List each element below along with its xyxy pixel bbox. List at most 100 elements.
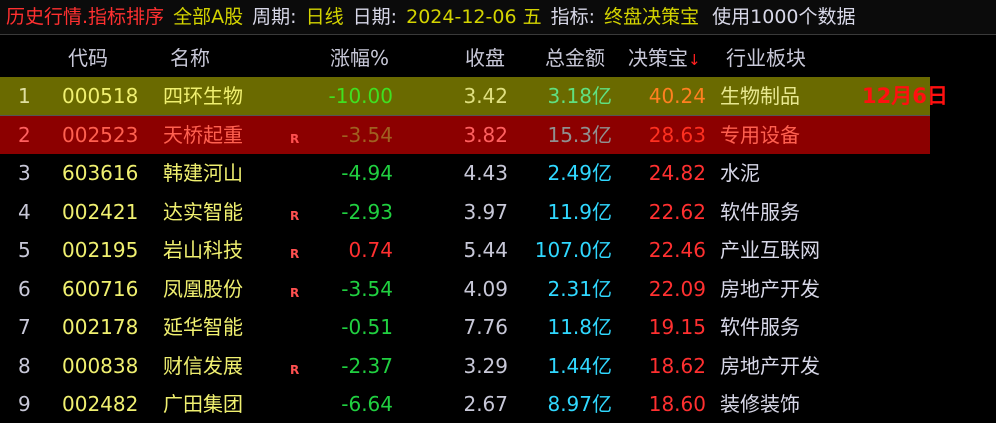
row-index: 1 <box>18 84 31 108</box>
stock-code: 000518 <box>62 84 139 108</box>
close-price: 3.42 <box>463 84 508 108</box>
col-name[interactable]: 名称 <box>170 46 210 70</box>
date-selector[interactable]: 2024-12-06 五 <box>406 6 542 28</box>
change-pct: -6.64 <box>341 392 393 416</box>
stock-code: 600716 <box>62 276 139 301</box>
decision-value: 22.62 <box>648 199 706 224</box>
indicator-selector[interactable]: 终盘决策宝 <box>604 6 700 28</box>
row-index: 7 <box>18 315 31 339</box>
col-code[interactable]: 代码 <box>68 46 108 70</box>
row-index: 6 <box>18 276 31 301</box>
close-price: 4.09 <box>463 276 508 301</box>
date-annotation: 12月6日 <box>862 84 948 108</box>
stock-name: 延华智能 <box>163 315 243 339</box>
row-index: 5 <box>18 238 31 262</box>
total-amount: 2.49亿 <box>547 161 612 185</box>
decision-value: 22.09 <box>648 276 706 301</box>
change-pct: -2.93 <box>341 199 393 224</box>
change-pct: -3.54 <box>341 122 393 147</box>
stock-name: 达实智能 <box>163 199 243 224</box>
row-index: 4 <box>18 199 31 224</box>
decision-value: 40.24 <box>648 84 706 108</box>
stock-code: 603616 <box>62 161 139 185</box>
total-amount: 15.3亿 <box>547 122 612 147</box>
col-decision[interactable]: 决策宝↓ <box>628 42 701 76</box>
row-index: 8 <box>18 353 31 378</box>
stock-code: 000838 <box>62 353 139 378</box>
usage-text: 使用1000个数据 <box>712 6 856 28</box>
r-badge: R <box>290 247 300 261</box>
row-index: 3 <box>18 161 31 185</box>
col-change[interactable]: 涨幅% <box>330 46 390 70</box>
stock-name: 广田集团 <box>163 392 243 416</box>
decision-value: 28.63 <box>648 122 706 147</box>
table-row[interactable]: 1 000518 四环生物 -10.00 3.42 3.18亿 40.24 生物制品 <box>0 77 930 117</box>
close-price: 4.43 <box>463 161 508 185</box>
table-row[interactable]: 8 000838 财信发展 R -2.37 3.29 1.44亿 18.62 房地产开发 <box>0 347 930 385</box>
market-selector[interactable]: 全部A股 <box>173 6 244 28</box>
table-row[interactable]: 2 002523 天桥起重 R -3.54 3.82 15.3亿 28.63 专用设备 <box>0 115 930 154</box>
total-amount: 107.0亿 <box>534 238 612 262</box>
indicator-label: 指标: <box>550 6 596 28</box>
title-bar: 历史行情.指标排序 全部A股 周期: 日线 日期: 2024-12-06 五 指… <box>0 0 996 35</box>
stock-name: 岩山科技 <box>163 238 243 262</box>
change-pct: -2.37 <box>341 353 393 378</box>
r-badge: R <box>290 208 300 223</box>
stock-name: 凤凰股份 <box>163 276 243 301</box>
r-badge: R <box>290 285 300 300</box>
col-close[interactable]: 收盘 <box>465 46 505 70</box>
period-label: 周期: <box>252 6 297 28</box>
close-price: 7.76 <box>463 315 508 339</box>
table-row[interactable]: 5 002195 岩山科技 R 0.74 5.44 107.0亿 22.46 产业互联网 <box>0 231 930 269</box>
stock-name: 财信发展 <box>163 353 243 378</box>
stock-code: 002195 <box>62 238 139 262</box>
table-row[interactable]: 9 002482 广田集团 -6.64 2.67 8.97亿 18.60 装修装饰 <box>0 385 930 423</box>
industry: 装修装饰 <box>720 392 800 416</box>
total-amount: 8.97亿 <box>547 392 612 416</box>
table-row[interactable]: 6 600716 凤凰股份 R -3.54 4.09 2.31亿 22.09 房地产开发 <box>0 270 930 308</box>
change-pct: -0.51 <box>341 315 393 339</box>
sort-desc-icon: ↓ <box>688 51 701 69</box>
col-amount[interactable]: 总金额 <box>545 46 605 70</box>
table-row[interactable]: 3 603616 韩建河山 -4.94 4.43 2.49亿 24.82 水泥 <box>0 154 930 192</box>
close-price: 3.97 <box>463 199 508 224</box>
table-header: 代码 名称 涨幅% 收盘 总金额 决策宝↓ 行业板块 <box>0 42 996 74</box>
close-price: 3.29 <box>463 353 508 378</box>
row-index: 9 <box>18 392 31 416</box>
total-amount: 11.9亿 <box>547 199 612 224</box>
total-amount: 1.44亿 <box>547 353 612 378</box>
change-pct: -10.00 <box>328 84 393 108</box>
col-industry[interactable]: 行业板块 <box>726 46 806 70</box>
table-row[interactable]: 4 002421 达实智能 R -2.93 3.97 11.9亿 22.62 软件服务 <box>0 193 930 231</box>
industry: 软件服务 <box>720 315 800 339</box>
industry: 水泥 <box>720 161 760 185</box>
stock-name: 四环生物 <box>163 84 243 108</box>
decision-value: 18.62 <box>648 353 706 378</box>
industry: 房地产开发 <box>720 353 820 378</box>
industry: 房地产开发 <box>720 276 820 301</box>
total-amount: 11.8亿 <box>547 315 612 339</box>
col-decision-label: 决策宝 <box>628 46 688 70</box>
industry: 产业互联网 <box>720 238 820 262</box>
r-badge: R <box>290 362 300 377</box>
date-label: 日期: <box>352 6 398 28</box>
decision-value: 18.60 <box>648 392 706 416</box>
stock-code: 002178 <box>62 315 139 339</box>
app-title: 历史行情.指标排序 <box>6 6 165 28</box>
stock-name: 天桥起重 <box>163 122 243 147</box>
change-pct: 0.74 <box>348 238 393 262</box>
stock-code: 002523 <box>62 122 139 147</box>
decision-value: 19.15 <box>648 315 706 339</box>
close-price: 3.82 <box>463 122 508 147</box>
change-pct: -4.94 <box>341 161 393 185</box>
total-amount: 2.31亿 <box>547 276 612 301</box>
industry: 生物制品 <box>720 84 800 108</box>
stock-code: 002421 <box>62 199 139 224</box>
decision-value: 24.82 <box>648 161 706 185</box>
close-price: 5.44 <box>463 238 508 262</box>
table-row[interactable]: 7 002178 延华智能 -0.51 7.76 11.8亿 19.15 软件服务 <box>0 308 930 346</box>
decision-value: 22.46 <box>648 238 706 262</box>
period-selector[interactable]: 日线 <box>305 6 344 28</box>
row-index: 2 <box>18 122 31 147</box>
close-price: 2.67 <box>463 392 508 416</box>
